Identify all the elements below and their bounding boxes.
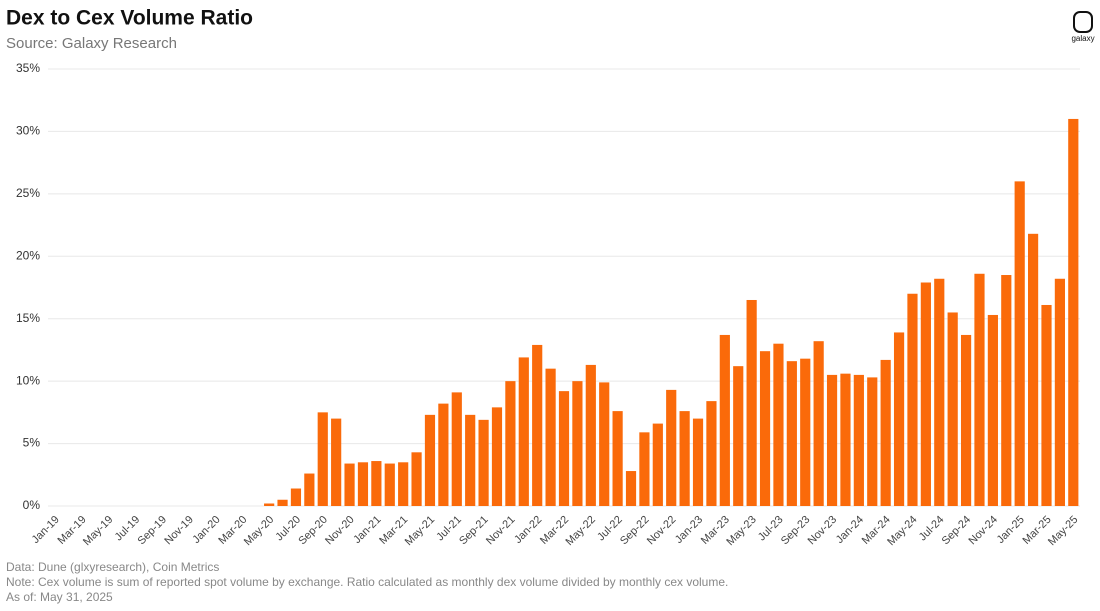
bar (545, 368, 556, 506)
bar (652, 423, 663, 506)
bar (518, 357, 529, 506)
x-tick-label: May-21 (403, 514, 437, 548)
y-tick-label: 35% (16, 61, 40, 75)
y-tick-label: 25% (16, 186, 40, 200)
x-tick-label: Nov-19 (162, 514, 196, 548)
bar (371, 461, 382, 506)
bar (759, 351, 771, 506)
bar (317, 412, 328, 506)
bar (960, 334, 972, 506)
chart-subtitle: Source: Galaxy Research (6, 35, 177, 52)
x-tick-label: Nov-20 (323, 514, 357, 548)
bar (505, 381, 516, 506)
x-tick-label: May-19 (81, 514, 115, 548)
y-tick-label: 5% (23, 436, 41, 450)
bar (1054, 278, 1065, 506)
y-tick-label: 30% (16, 124, 40, 138)
bar (974, 273, 985, 506)
bar (813, 341, 824, 506)
bar (853, 374, 864, 506)
bar (679, 411, 690, 506)
bar (867, 377, 878, 506)
bar (290, 488, 302, 506)
bar (1001, 275, 1012, 506)
x-tick-label: Sep-21 (457, 514, 491, 548)
bar (786, 361, 797, 506)
bar (625, 471, 637, 506)
x-tick-label: May-25 (1046, 514, 1080, 548)
bar (612, 411, 623, 506)
bar (639, 432, 650, 506)
bar (585, 364, 596, 506)
bar (746, 299, 757, 506)
bar (558, 391, 570, 506)
bar (893, 332, 905, 506)
x-tick-label: May-24 (885, 514, 919, 548)
note: Note: Cex volume is sum of reported spot… (6, 575, 728, 589)
bar (1068, 118, 1079, 506)
bar (411, 452, 422, 506)
y-tick-label: 20% (16, 248, 40, 262)
x-tick-label: May-23 (724, 514, 758, 548)
bar (1027, 233, 1039, 506)
bar (666, 389, 677, 506)
bar (934, 278, 945, 506)
bar (344, 463, 355, 506)
y-tick-label: 15% (16, 311, 40, 325)
bar (907, 293, 918, 506)
bar (880, 359, 891, 506)
bar (331, 418, 342, 506)
bar (451, 392, 462, 506)
bar (264, 503, 275, 506)
bar (719, 334, 730, 506)
x-tick-label: Nov-24 (966, 514, 1000, 548)
bar (1041, 304, 1052, 506)
bar (491, 407, 503, 506)
bar (465, 414, 476, 506)
note: Data: Dune (glxyresearch), Coin Metrics (6, 560, 219, 574)
x-tick-label: May-20 (242, 514, 276, 548)
bar (987, 314, 998, 506)
logo: galaxy (1071, 11, 1095, 43)
bar (532, 344, 543, 506)
bar (304, 473, 315, 506)
bar (478, 419, 489, 506)
x-tick-label: Sep-24 (940, 514, 974, 548)
bar (1014, 181, 1025, 506)
bar (692, 418, 704, 506)
bar (947, 312, 958, 506)
bar (357, 462, 369, 506)
bar (800, 358, 811, 506)
x-tick-label: Nov-21 (484, 514, 518, 548)
bar (424, 414, 436, 506)
bar (826, 374, 838, 506)
bar (706, 401, 717, 506)
y-tick-label: 10% (16, 373, 40, 387)
bar (840, 373, 851, 506)
logo-text: galaxy (1071, 34, 1094, 43)
x-tick-label: Nov-22 (645, 514, 679, 548)
chart-title: Dex to Cex Volume Ratio (6, 7, 253, 30)
bar (398, 462, 409, 506)
x-tick-label: May-22 (564, 514, 598, 548)
bar (733, 366, 744, 506)
bar (572, 381, 583, 506)
x-tick-label: Sep-23 (779, 514, 813, 548)
note: As of: May 31, 2025 (6, 590, 113, 604)
bar (438, 403, 449, 506)
bar (599, 382, 610, 506)
bar (384, 463, 395, 506)
x-tick-label: Nov-23 (806, 514, 840, 548)
bar (920, 282, 931, 506)
bar (277, 499, 288, 506)
y-tick-label: 0% (23, 498, 41, 512)
x-tick-label: Sep-20 (296, 514, 330, 548)
logo-icon (1073, 11, 1093, 33)
x-tick-label: Sep-19 (136, 514, 170, 548)
x-tick-label: Sep-22 (618, 514, 652, 548)
bar (773, 343, 784, 506)
